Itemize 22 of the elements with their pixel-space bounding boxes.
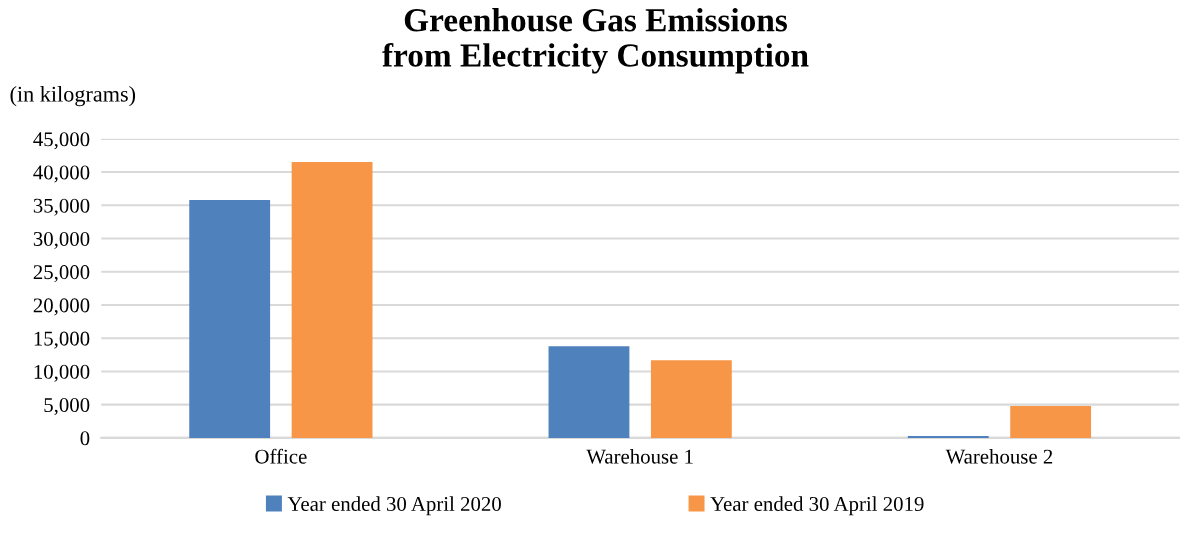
y-tick-label: 0: [80, 431, 90, 446]
bar: [650, 360, 732, 438]
y-tick-label: 40,000: [33, 165, 90, 183]
legend-label: Year ended 30 April 2019: [710, 496, 924, 516]
bar: [548, 346, 630, 438]
bar: [291, 162, 373, 438]
y-tick-label: 15,000: [34, 331, 90, 349]
bar: [1010, 405, 1092, 438]
chart-title: Greenhouse Gas Emissions from Electricity Consumption: [382, 8, 809, 74]
y-tick-label: 5,000: [44, 398, 90, 416]
y-axis-title: (in kilograms): [10, 86, 136, 107]
y-tick-label: 25,000: [33, 265, 90, 283]
y-tick-label: 45,000: [33, 132, 90, 150]
y-tick-label: 20,000: [33, 298, 90, 316]
x-tick-label: Warehouse 1: [586, 448, 693, 464]
legend-label: Year ended 30 April 2020: [287, 496, 501, 516]
y-tick-label: 35,000: [33, 198, 90, 216]
x-tick-label: Office: [255, 448, 307, 464]
y-tick-label: 30,000: [33, 231, 90, 249]
bar: [189, 199, 271, 438]
y-tick-label: 10,000: [34, 364, 90, 382]
x-tick-label: Warehouse 2: [945, 448, 1053, 464]
